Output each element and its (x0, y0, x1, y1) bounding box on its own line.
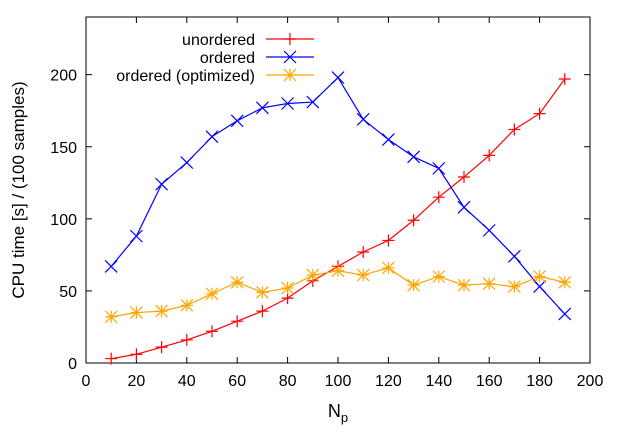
data-point (306, 268, 320, 282)
data-point (558, 307, 572, 321)
data-point (155, 304, 169, 318)
x-tick-label: 180 (526, 373, 553, 390)
data-point (155, 177, 169, 191)
x-tick-label: 140 (425, 373, 452, 390)
data-point (381, 261, 395, 275)
data-point (356, 268, 370, 282)
data-point (155, 341, 168, 354)
data-point (432, 191, 445, 204)
data-point (533, 280, 547, 294)
series-line (110, 76, 566, 315)
data-point (104, 259, 118, 273)
legend-label: ordered (200, 50, 255, 67)
data-point (104, 310, 118, 324)
x-tick-label: 80 (279, 373, 297, 390)
data-point (507, 280, 521, 294)
data-point (281, 281, 295, 295)
data-point (533, 270, 547, 283)
x-tick-label: 160 (476, 373, 503, 390)
data-point (482, 277, 496, 291)
data-point (255, 285, 269, 299)
data-point (230, 114, 244, 128)
y-tick-label: 50 (59, 284, 77, 301)
data-point (357, 245, 370, 258)
y-tick-label: 0 (68, 356, 77, 373)
data-point (558, 72, 571, 85)
data-point (180, 333, 193, 346)
x-tick-label: 20 (128, 373, 146, 390)
data-point (281, 292, 294, 305)
data-point (457, 278, 471, 292)
data-point (281, 97, 295, 110)
data-point (482, 223, 496, 237)
x-tick-label: 100 (325, 373, 352, 390)
data-point (533, 107, 546, 120)
x-tick-label: 60 (228, 373, 246, 390)
data-point (129, 306, 143, 319)
series-ordered (104, 71, 572, 321)
y-tick-label: 100 (50, 212, 77, 229)
data-point (558, 275, 572, 289)
series-line (111, 78, 566, 360)
legend-marker (283, 50, 297, 64)
data-point (256, 305, 269, 318)
data-point (231, 315, 244, 328)
data-point (180, 298, 194, 312)
data-point (382, 234, 395, 247)
series-unordered (105, 72, 571, 365)
data-point (432, 270, 446, 283)
data-point (105, 352, 118, 365)
data-point (230, 275, 244, 289)
data-point (255, 101, 269, 115)
data-point (205, 130, 219, 144)
x-tick-label: 0 (82, 373, 91, 390)
data-point (407, 278, 421, 292)
data-point (407, 214, 420, 227)
x-axis-label: Np (328, 401, 348, 425)
legend-label: ordered (optimized) (116, 68, 255, 85)
y-tick-label: 150 (50, 140, 77, 157)
data-point (130, 348, 143, 361)
data-point (457, 200, 471, 214)
data-point (458, 171, 470, 184)
data-point (180, 156, 194, 170)
data-point (508, 123, 521, 136)
data-point (407, 150, 421, 164)
data-point (129, 229, 143, 243)
data-point (483, 149, 496, 162)
data-point (331, 264, 345, 278)
data-point (381, 133, 395, 146)
data-point (306, 95, 320, 109)
data-point (331, 71, 345, 84)
y-tick-label: 200 (50, 68, 77, 85)
data-point (507, 249, 521, 263)
x-tick-label: 200 (577, 373, 604, 390)
data-point (356, 112, 370, 126)
data-point (432, 161, 446, 175)
legend-label: unordered (182, 32, 255, 49)
data-point (205, 287, 219, 301)
legend-marker (284, 33, 296, 45)
data-point (206, 325, 218, 338)
series-ordered-optimized- (104, 261, 572, 324)
y-axis-label: CPU time [s] / (100 samples) (9, 81, 28, 298)
legend-marker (283, 68, 297, 82)
x-tick-label: 120 (375, 373, 402, 390)
x-tick-label: 40 (178, 373, 196, 390)
